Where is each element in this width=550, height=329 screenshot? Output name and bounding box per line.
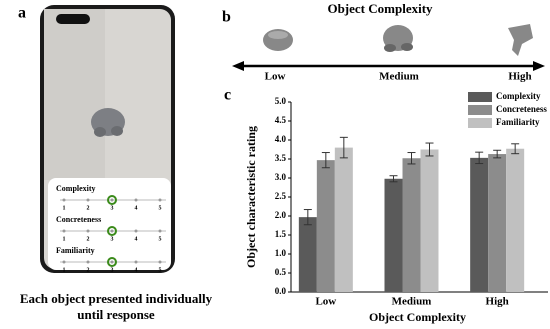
scale-tick: 2 bbox=[87, 205, 90, 211]
panel-label: a bbox=[18, 5, 26, 22]
panel-label: b bbox=[222, 9, 231, 26]
scale-dot bbox=[62, 260, 66, 264]
y-tick-label: 2.0 bbox=[275, 210, 287, 220]
scale-dot bbox=[86, 229, 90, 233]
camera bbox=[56, 14, 90, 24]
scale-tick: 3 bbox=[111, 236, 114, 242]
panel-title: Object Complexity bbox=[327, 1, 433, 16]
wall bbox=[44, 9, 105, 180]
error-bar bbox=[303, 209, 312, 226]
scale-dot bbox=[62, 198, 66, 202]
legend-label: Concreteness bbox=[496, 104, 547, 114]
x-tick-label: Low bbox=[315, 296, 336, 308]
bar bbox=[384, 178, 403, 292]
selected-rating bbox=[107, 195, 117, 205]
legend-swatch bbox=[468, 118, 492, 128]
scale-dot bbox=[110, 198, 114, 202]
scale-tick: 2 bbox=[87, 236, 90, 242]
selected-rating bbox=[107, 257, 117, 267]
x-tick-label: Medium bbox=[392, 296, 432, 308]
error-bar bbox=[511, 143, 520, 155]
legend-label: Familiarity bbox=[496, 117, 540, 127]
x-tick-label: High bbox=[486, 296, 509, 308]
scale-dot bbox=[86, 198, 90, 202]
y-tick-label: 1.0 bbox=[275, 248, 287, 258]
legend-label: Complexity bbox=[496, 91, 541, 101]
bar bbox=[334, 147, 353, 292]
y-tick-label: 3.5 bbox=[275, 153, 287, 163]
selected-rating bbox=[107, 226, 117, 236]
scale-tick: 4 bbox=[135, 205, 138, 211]
scale-tick: 4 bbox=[135, 267, 138, 273]
error-bar bbox=[389, 175, 398, 183]
bar bbox=[298, 217, 317, 292]
scale-dot bbox=[134, 229, 138, 233]
rating-card bbox=[48, 178, 171, 270]
caption: Each object presented individually bbox=[20, 291, 213, 306]
legend-swatch bbox=[468, 105, 492, 115]
y-tick-label: 4.0 bbox=[275, 134, 287, 144]
y-tick-label: 2.5 bbox=[275, 191, 287, 201]
panel-label: c bbox=[224, 87, 231, 104]
scale-tick: 2 bbox=[87, 267, 90, 273]
y-tick-label: 0.0 bbox=[275, 286, 287, 296]
scale-name: Concreteness bbox=[56, 215, 101, 224]
scale-name: Complexity bbox=[56, 184, 96, 193]
scale-tick: 5 bbox=[159, 236, 162, 242]
bar bbox=[506, 148, 525, 292]
objects bbox=[263, 24, 533, 56]
scale-dot bbox=[158, 229, 162, 233]
caption: until response bbox=[77, 307, 155, 322]
y-tick-label: 0.5 bbox=[275, 267, 287, 277]
error-bar bbox=[339, 136, 348, 159]
level-label: Low bbox=[265, 71, 286, 83]
bar bbox=[488, 154, 507, 292]
scale-tick: 5 bbox=[159, 205, 162, 211]
y-tick-label: 1.5 bbox=[275, 229, 287, 239]
arrow-head bbox=[533, 61, 545, 71]
scale-dot bbox=[158, 260, 162, 264]
y-tick-label: 5.0 bbox=[275, 96, 287, 106]
scale-tick: 1 bbox=[63, 267, 66, 273]
bar bbox=[420, 149, 439, 292]
scale-dot bbox=[110, 229, 114, 233]
y-axis-label: Object characteristic rating bbox=[244, 126, 258, 268]
object bbox=[91, 108, 125, 137]
scale-dot bbox=[158, 198, 162, 202]
bar bbox=[470, 157, 489, 292]
legend-swatch bbox=[468, 92, 492, 102]
bar bbox=[402, 158, 421, 292]
error-bar bbox=[407, 152, 416, 165]
y-tick-label: 4.5 bbox=[275, 115, 287, 125]
level-label: Medium bbox=[379, 71, 419, 83]
scale-name: Familiarity bbox=[56, 246, 95, 255]
error-bar bbox=[425, 142, 434, 157]
scale-tick: 1 bbox=[63, 236, 66, 242]
scale-tick: 4 bbox=[135, 236, 138, 242]
scale-tick: 3 bbox=[111, 267, 114, 273]
x-axis-label: Object Complexity bbox=[369, 310, 466, 324]
error-bar bbox=[475, 151, 484, 165]
scale-dot bbox=[134, 198, 138, 202]
error-bar bbox=[321, 152, 330, 169]
scale-dot bbox=[134, 260, 138, 264]
scale-dot bbox=[62, 229, 66, 233]
scale-dot bbox=[110, 260, 114, 264]
scale-tick: 3 bbox=[111, 205, 114, 211]
error-bar bbox=[493, 149, 502, 159]
scale-tick: 1 bbox=[63, 205, 66, 211]
arrow-head bbox=[232, 61, 244, 71]
level-label: High bbox=[508, 71, 531, 83]
scale-tick: 5 bbox=[159, 267, 162, 273]
y-tick-label: 3.0 bbox=[275, 172, 287, 182]
bar bbox=[316, 160, 335, 292]
scale-dot bbox=[86, 260, 90, 264]
